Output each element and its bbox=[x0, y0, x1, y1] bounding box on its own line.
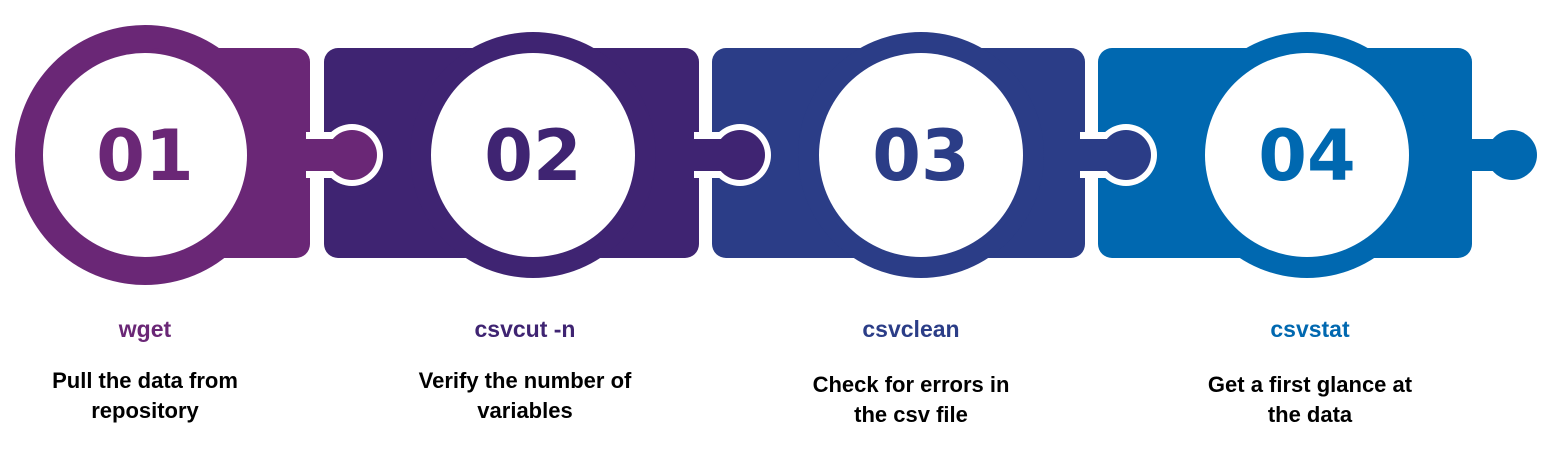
piece-1-inner-circle bbox=[43, 53, 247, 257]
step-command-3: csvclean bbox=[862, 316, 960, 342]
step-description-2-line-1: Verify the number of bbox=[418, 368, 632, 393]
connector-neck-3 bbox=[1074, 139, 1126, 171]
step-command-1: wget bbox=[118, 316, 172, 342]
puzzle-diagram: 01 02 03 04 bbox=[15, 25, 1537, 285]
step-description-3-line-1: Check for errors in bbox=[812, 372, 1010, 397]
connector-neck-1 bbox=[300, 139, 352, 171]
step-caption-3: csvclean Check for errors in the csv fil… bbox=[771, 315, 1051, 435]
step-command-2: csvcut -n bbox=[474, 316, 576, 342]
puzzle-piece-4: 04 bbox=[1074, 32, 1537, 278]
step-command-4: csvstat bbox=[1270, 316, 1350, 342]
puzzle-piece-3: 03 bbox=[688, 32, 1085, 278]
step-description-4-line-1: Get a first glance at bbox=[1207, 372, 1413, 397]
step-caption-1: wget Pull the data from repository bbox=[5, 315, 285, 435]
piece-3-inner-circle bbox=[819, 53, 1023, 257]
step-caption-4: csvstat Get a first glance at the data bbox=[1170, 315, 1450, 435]
piece-4-inner-circle bbox=[1205, 53, 1409, 257]
puzzle-piece-1: 01 bbox=[15, 25, 310, 285]
step-number-4: 04 bbox=[1258, 115, 1355, 197]
step-number-3: 03 bbox=[872, 115, 969, 197]
step-number-1: 01 bbox=[96, 115, 193, 197]
connector-neck-2 bbox=[688, 139, 740, 171]
step-description-3-line-2: the csv file bbox=[854, 402, 968, 427]
step-description-2-line-2: variables bbox=[477, 398, 573, 423]
step-description-1-line-1: Pull the data from bbox=[52, 368, 238, 393]
puzzle-piece-2: 02 bbox=[300, 32, 699, 278]
connector-knob-4 bbox=[1487, 130, 1537, 180]
piece-2-inner-circle bbox=[431, 53, 635, 257]
step-description-4-line-2: the data bbox=[1267, 402, 1353, 427]
step-description-1-line-2: repository bbox=[91, 398, 199, 423]
step-number-2: 02 bbox=[484, 115, 581, 197]
step-caption-2: csvcut -n Verify the number of variables bbox=[385, 315, 665, 435]
